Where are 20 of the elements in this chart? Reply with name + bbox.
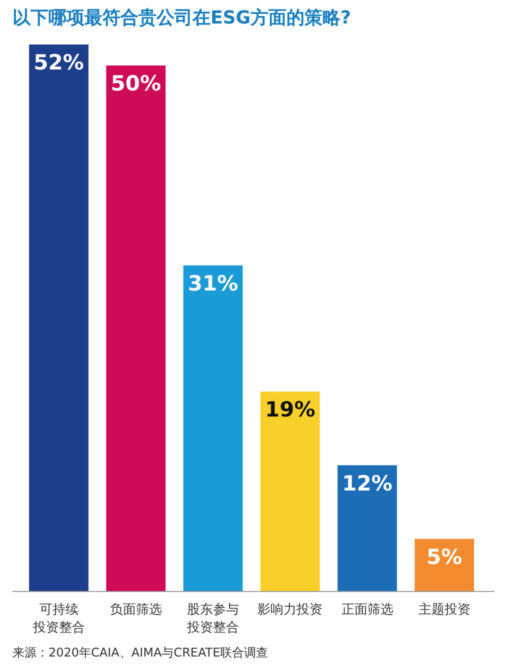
data-label: 31% [188, 271, 238, 296]
chart-title: 以下哪项最符合贵公司在ESG方面的策略? [12, 8, 351, 28]
x-tick-label: 股东参与投资整合 [186, 602, 240, 636]
bar [338, 465, 397, 592]
x-tick-label: 影响力投资 [258, 602, 323, 618]
bar [29, 44, 88, 592]
data-label: 5% [426, 544, 462, 569]
x-tick-label: 负面筛选 [110, 602, 162, 618]
data-label: 50% [110, 71, 162, 96]
x-tick-label: 正面筛选 [341, 602, 394, 618]
bar [414, 538, 474, 592]
data-label: 19% [265, 398, 316, 422]
bar [260, 392, 320, 592]
data-label: 52% [34, 50, 84, 74]
bar [106, 65, 166, 592]
source-note: 来源：2020年CAIA、AIMA与CREATE联合调查 [12, 646, 268, 660]
data-label: 12% [342, 471, 392, 496]
bar [183, 265, 243, 592]
x-tick-label: 主题投资 [418, 602, 470, 618]
x-tick-label: 可持续投资整合 [32, 602, 85, 636]
